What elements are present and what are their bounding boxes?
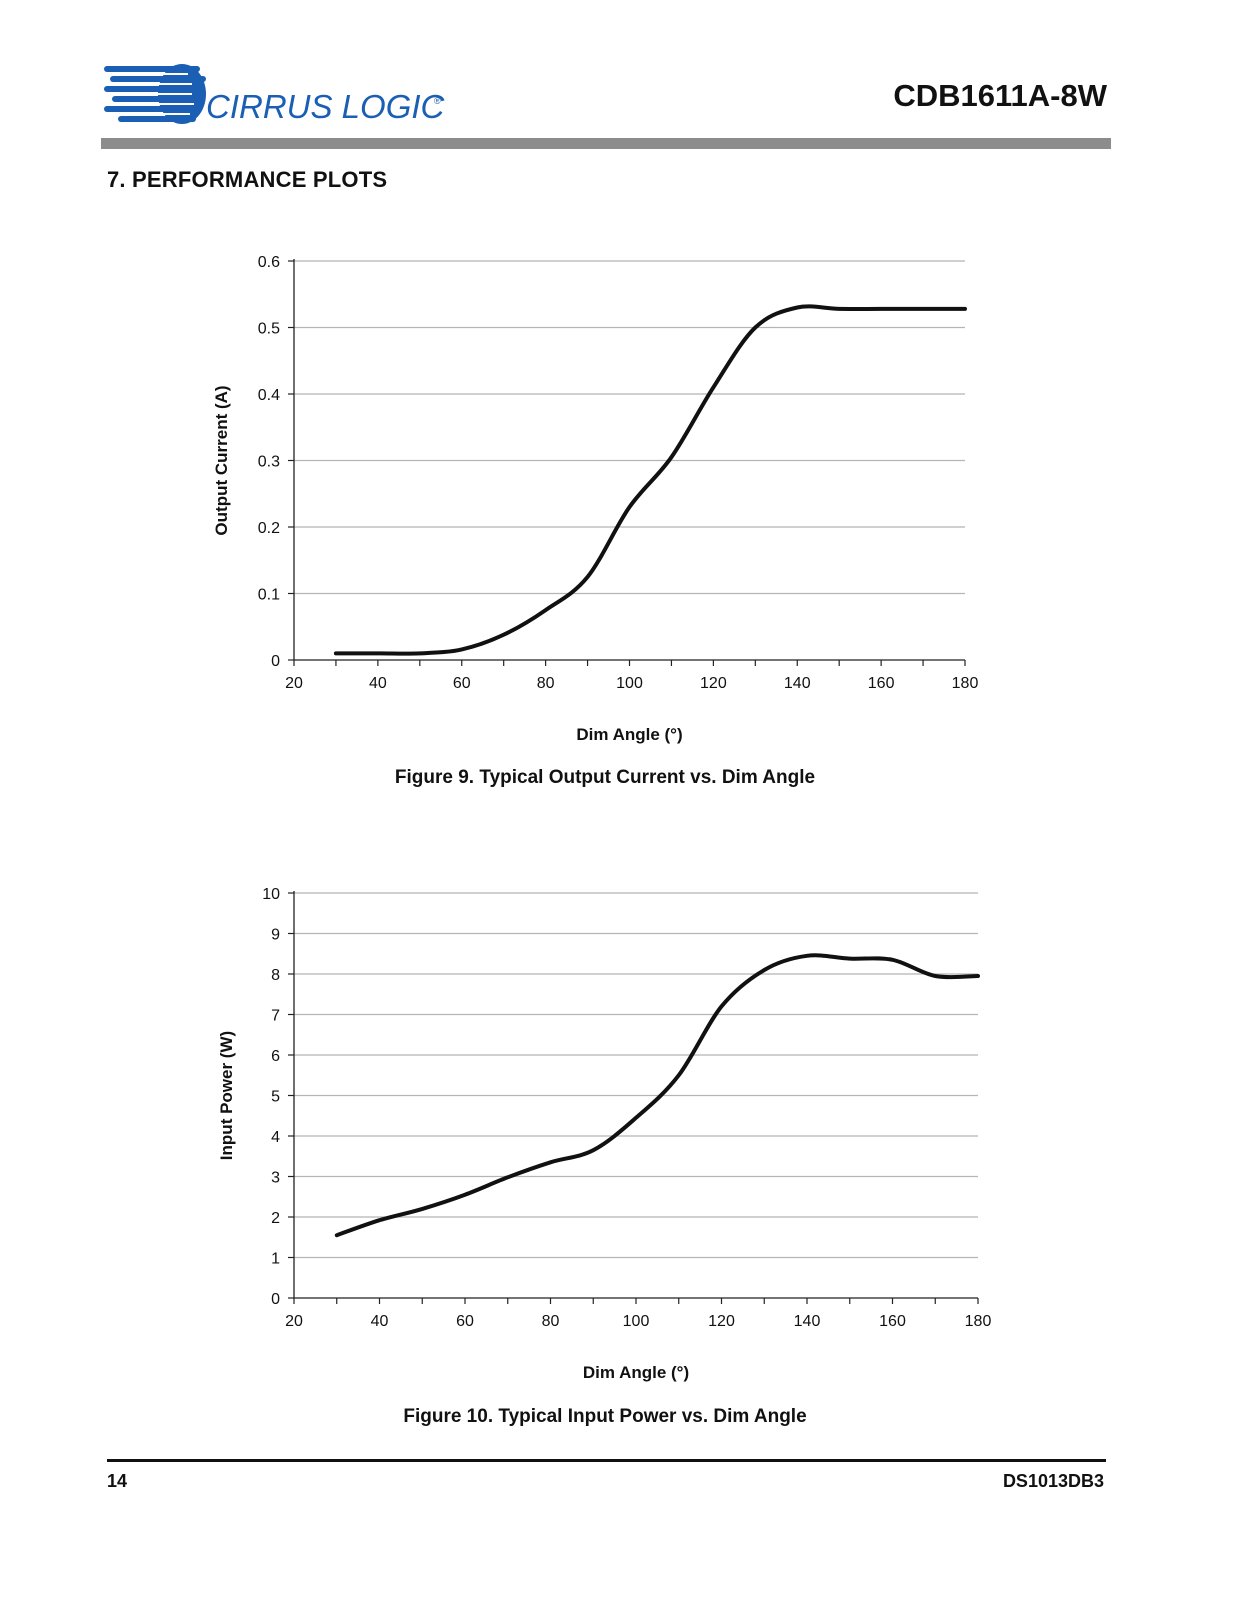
power-y-tick-label: 7 <box>271 1008 280 1025</box>
power-y-tick-label: 9 <box>271 927 280 944</box>
figure-9-caption: Figure 9. Typical Output Current vs. Dim… <box>394 767 816 788</box>
current-y-tick-label: 0.6 <box>258 254 280 271</box>
power-x-tick-label: 180 <box>965 1313 992 1330</box>
power-y-tick-label: 1 <box>271 1251 280 1268</box>
power-y-tick-label: 0 <box>271 1291 280 1308</box>
logo-registered-mark: ® <box>434 96 441 106</box>
document-title: CDB1611A-8W <box>893 78 1107 113</box>
logo-wordmark: CIRRUS LOGIC <box>206 88 446 125</box>
current-x-tick-label: 80 <box>537 675 555 692</box>
current-y-tick-label: 0.3 <box>258 454 280 471</box>
current-y-axis-title: Output Current (A) <box>212 385 231 535</box>
power-x-axis-title: Dim Angle (°) <box>583 1363 689 1382</box>
logo-stripes-icon <box>104 64 206 124</box>
power-series-line <box>334 953 980 1238</box>
input-power-chart: 0 1 2 3 4 5 6 7 8 9 10 20 40 60 80 100 120 140 160 180 Dim A… <box>217 886 992 1382</box>
page-number: 14 <box>107 1471 128 1491</box>
power-y-tick-label: 10 <box>262 886 280 903</box>
power-y-tick-label: 2 <box>271 1210 280 1227</box>
current-y-tick-label: 0.1 <box>258 587 280 604</box>
current-y-tick-label: 0.2 <box>258 520 280 537</box>
power-x-tick-label: 80 <box>542 1313 560 1330</box>
power-x-tick-label: 100 <box>623 1313 650 1330</box>
header-bar <box>101 138 1111 149</box>
footer-rule <box>107 1459 1106 1462</box>
output-current-chart: 0 0.1 0.2 0.3 0.4 0.5 0.6 20 40 60 80 100 120 140 160 1… <box>212 254 979 744</box>
power-y-tick-label: 4 <box>271 1129 280 1146</box>
current-x-axis-title: Dim Angle (°) <box>576 725 682 744</box>
power-y-axis-title: Input Power (W) <box>217 1031 236 1160</box>
current-series-line <box>333 304 967 656</box>
current-x-tick-label: 60 <box>453 675 471 692</box>
figure-10-caption: Figure 10. Typical Input Power vs. Dim A… <box>403 1406 807 1427</box>
power-y-tick-label: 8 <box>271 967 280 984</box>
power-y-tick-label: 6 <box>271 1048 280 1065</box>
power-x-tick-label: 120 <box>708 1313 735 1330</box>
current-x-tick-label: 180 <box>952 675 979 692</box>
current-x-tick-label: 120 <box>700 675 727 692</box>
power-x-tick-label: 20 <box>285 1313 303 1330</box>
power-x-tick-label: 40 <box>371 1313 389 1330</box>
current-x-tick-label: 20 <box>285 675 303 692</box>
power-x-tick-label: 160 <box>879 1313 906 1330</box>
current-x-tick-label: 140 <box>784 675 811 692</box>
power-y-tick-label: 3 <box>271 1170 280 1187</box>
cirrus-logic-logo: CIRRUS LOGIC ® <box>104 64 446 125</box>
current-y-tick-label: 0.4 <box>258 387 280 404</box>
current-y-tick-label: 0.5 <box>258 321 280 338</box>
section-heading: 7. PERFORMANCE PLOTS <box>107 167 388 192</box>
power-y-tick-label: 5 <box>271 1089 280 1106</box>
power-x-tick-label: 140 <box>794 1313 821 1330</box>
current-x-tick-label: 160 <box>868 675 895 692</box>
document-id: DS1013DB3 <box>1002 1471 1104 1491</box>
current-x-tick-label: 40 <box>369 675 387 692</box>
power-x-tick-label: 60 <box>456 1313 474 1330</box>
current-x-tick-label: 100 <box>616 675 643 692</box>
current-y-tick-label: 0 <box>271 653 280 670</box>
